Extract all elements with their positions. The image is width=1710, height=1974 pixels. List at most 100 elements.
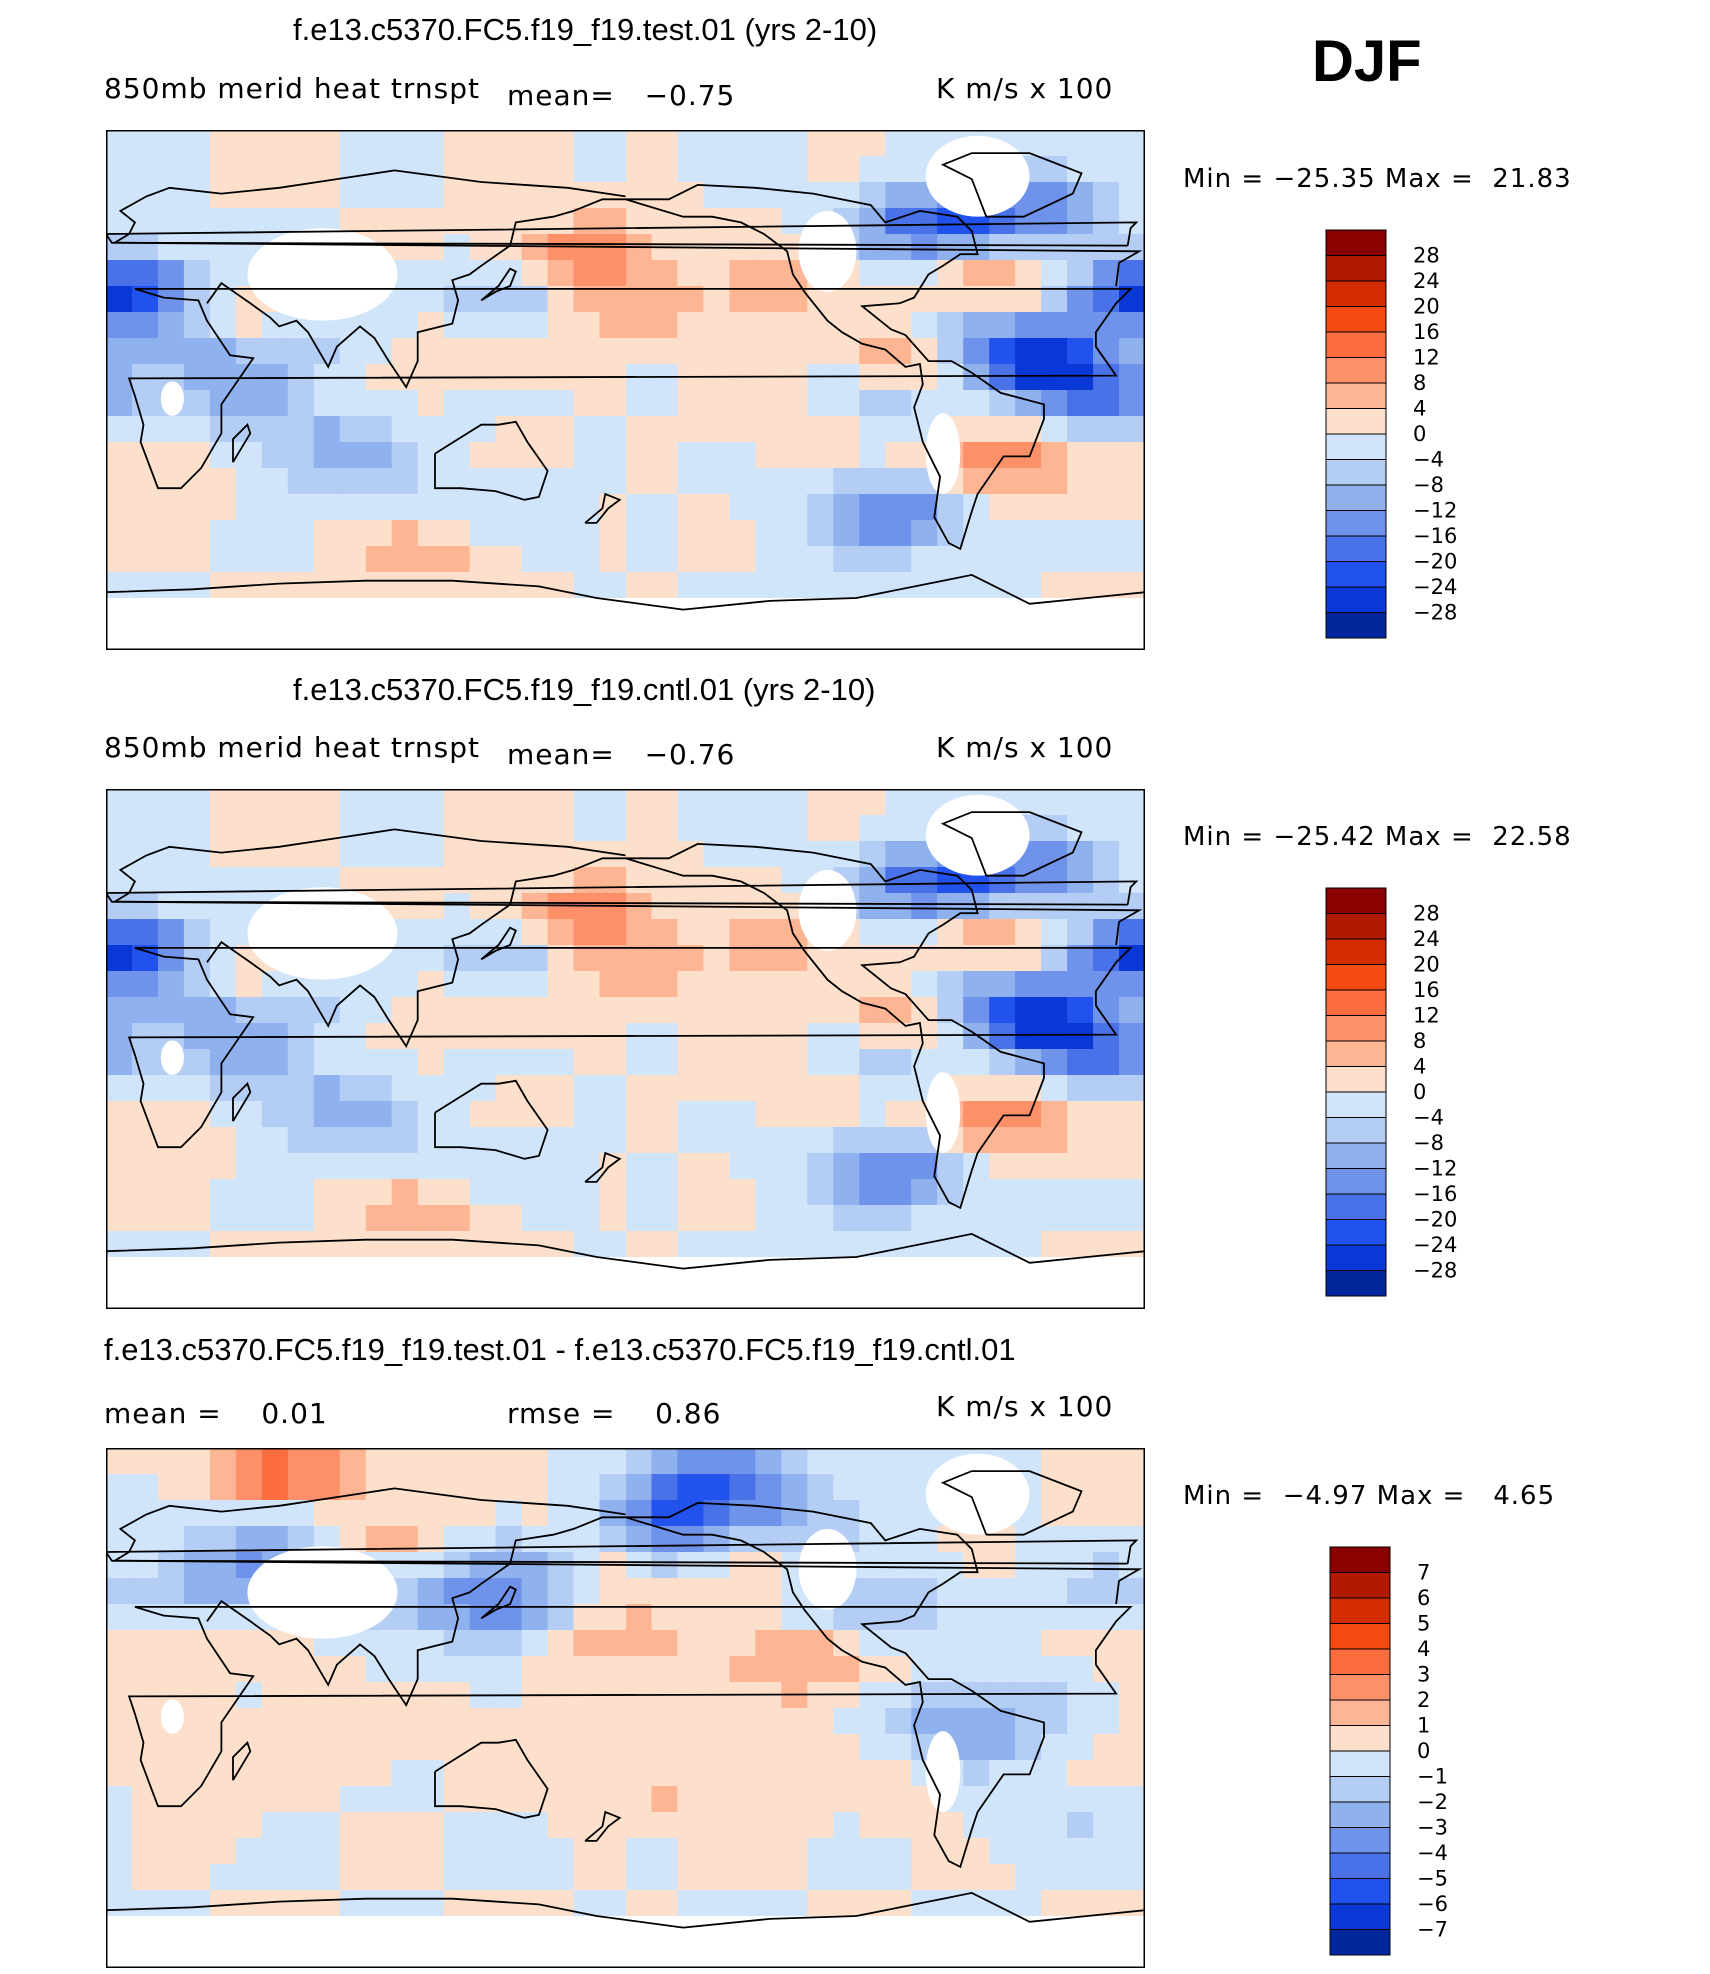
colorbar-swatch: [1329, 1572, 1391, 1599]
colorbar-swatch: [1325, 913, 1387, 940]
colorbar-swatch: [1325, 561, 1387, 588]
colorbar-label: −20: [1413, 1208, 1457, 1232]
colorbar-swatch: [1325, 989, 1387, 1016]
colorbar-swatch: [1329, 1597, 1391, 1624]
colorbar-label: 16: [1413, 978, 1440, 1002]
panel-1-field-label: 850mb merid heat trnspt: [104, 72, 480, 105]
panel-2-mean: mean= −0.76: [507, 738, 736, 771]
colorbar-label: 12: [1413, 346, 1440, 370]
panel-3-map: [106, 1448, 1145, 1968]
colorbar-label: 24: [1413, 927, 1440, 951]
panel-1-units: K m/s x 100: [936, 72, 1114, 105]
colorbar-label: 2: [1417, 1688, 1430, 1712]
panel-2-field-label: 850mb merid heat trnspt: [104, 731, 480, 764]
colorbar-label: 4: [1417, 1637, 1430, 1661]
colorbar-label: −1: [1417, 1765, 1448, 1789]
panel-3-units: K m/s x 100: [936, 1390, 1114, 1423]
colorbar-label: −12: [1413, 499, 1457, 523]
colorbar-swatch: [1325, 433, 1387, 460]
colorbar-swatch: [1329, 1903, 1391, 1930]
colorbar-swatch: [1325, 1244, 1387, 1271]
colorbar-swatch: [1329, 1827, 1391, 1854]
colorbar-label: 28: [1413, 244, 1440, 268]
colorbar-label: −28: [1413, 601, 1457, 625]
panel-1-mean: mean= −0.75: [507, 79, 736, 112]
colorbar-label: 4: [1413, 1055, 1426, 1079]
colorbar-swatch: [1325, 964, 1387, 991]
colorbar-swatch: [1329, 1776, 1391, 1803]
colorbar-swatch: [1325, 510, 1387, 537]
colorbar-label: 20: [1413, 953, 1440, 977]
colorbar-swatch: [1325, 612, 1387, 639]
panel-3-mean: mean = 0.01: [104, 1397, 328, 1430]
colorbar-swatch: [1325, 229, 1387, 256]
panel-2-title: f.e13.c5370.FC5.f19_f19.cntl.01 (yrs 2-1…: [293, 672, 876, 707]
colorbar-swatch: [1325, 1040, 1387, 1067]
panel-3-minmax: Min = −4.97 Max = 4.65: [1183, 1481, 1556, 1511]
colorbar-swatch: [1325, 306, 1387, 333]
colorbar-swatch: [1329, 1725, 1391, 1752]
colorbar-label: 0: [1413, 422, 1426, 446]
colorbar-swatch: [1325, 1066, 1387, 1093]
colorbar-label: −7: [1417, 1918, 1448, 1942]
colorbar-swatch: [1325, 938, 1387, 965]
colorbar-swatch: [1329, 1648, 1391, 1675]
colorbar-swatch: [1325, 331, 1387, 358]
colorbar-label: 16: [1413, 320, 1440, 344]
colorbar-label: −28: [1413, 1259, 1457, 1283]
colorbar-label: 8: [1413, 1029, 1426, 1053]
colorbar-swatch: [1325, 1091, 1387, 1118]
colorbar-label: −8: [1413, 1131, 1444, 1155]
season-label: DJF: [1312, 29, 1422, 94]
colorbar-swatch: [1325, 1219, 1387, 1246]
colorbar-swatch: [1329, 1929, 1391, 1956]
panel-2-map: [106, 789, 1145, 1309]
colorbar-label: 5: [1417, 1612, 1430, 1636]
colorbar-label: −12: [1413, 1157, 1457, 1181]
colorbar-label: −3: [1417, 1816, 1448, 1840]
panel-3-rmse: rmse = 0.86: [507, 1397, 722, 1430]
colorbar-label: −16: [1413, 1182, 1457, 1206]
colorbar-swatch: [1325, 1117, 1387, 1144]
colorbar-label: 0: [1413, 1080, 1426, 1104]
panel-1-minmax: Min = −25.35 Max = 21.83: [1183, 164, 1572, 194]
colorbar-swatch: [1325, 382, 1387, 409]
colorbar-label: −20: [1413, 550, 1457, 574]
colorbar-label: 6: [1417, 1586, 1430, 1610]
colorbar-label: 24: [1413, 269, 1440, 293]
colorbar-label: −4: [1417, 1841, 1448, 1865]
colorbar-label: −5: [1417, 1867, 1448, 1891]
colorbar-label: 28: [1413, 902, 1440, 926]
colorbar-label: −4: [1413, 1106, 1444, 1130]
panel-2-minmax: Min = −25.42 Max = 22.58: [1183, 822, 1572, 852]
colorbar-swatch: [1329, 1699, 1391, 1726]
colorbar-swatch: [1325, 408, 1387, 435]
colorbar-label: −8: [1413, 473, 1444, 497]
colorbar-swatch: [1325, 1270, 1387, 1297]
panel-1-map: [106, 130, 1145, 650]
colorbar-swatch: [1325, 357, 1387, 384]
panel-1-title: f.e13.c5370.FC5.f19_f19.test.01 (yrs 2-1…: [293, 12, 878, 47]
colorbar-label: −6: [1417, 1892, 1448, 1916]
colorbar-swatch: [1329, 1750, 1391, 1777]
colorbar-label: 12: [1413, 1004, 1440, 1028]
colorbar-swatch: [1325, 1168, 1387, 1195]
colorbar-swatch: [1329, 1801, 1391, 1828]
colorbar-swatch: [1325, 1015, 1387, 1042]
colorbar-label: 20: [1413, 295, 1440, 319]
colorbar-swatch: [1325, 484, 1387, 511]
colorbar-label: 3: [1417, 1663, 1430, 1687]
colorbar-swatch: [1325, 459, 1387, 486]
colorbar-label: −4: [1413, 448, 1444, 472]
colorbar-swatch: [1325, 1193, 1387, 1220]
colorbar-label: 0: [1417, 1739, 1430, 1763]
colorbar-swatch: [1325, 280, 1387, 307]
colorbar-swatch: [1329, 1623, 1391, 1650]
colorbar-label: 1: [1417, 1714, 1430, 1738]
colorbar-swatch: [1325, 535, 1387, 562]
colorbar-label: −24: [1413, 1233, 1457, 1257]
colorbar-swatch: [1329, 1852, 1391, 1879]
colorbar-swatch: [1329, 1546, 1391, 1573]
